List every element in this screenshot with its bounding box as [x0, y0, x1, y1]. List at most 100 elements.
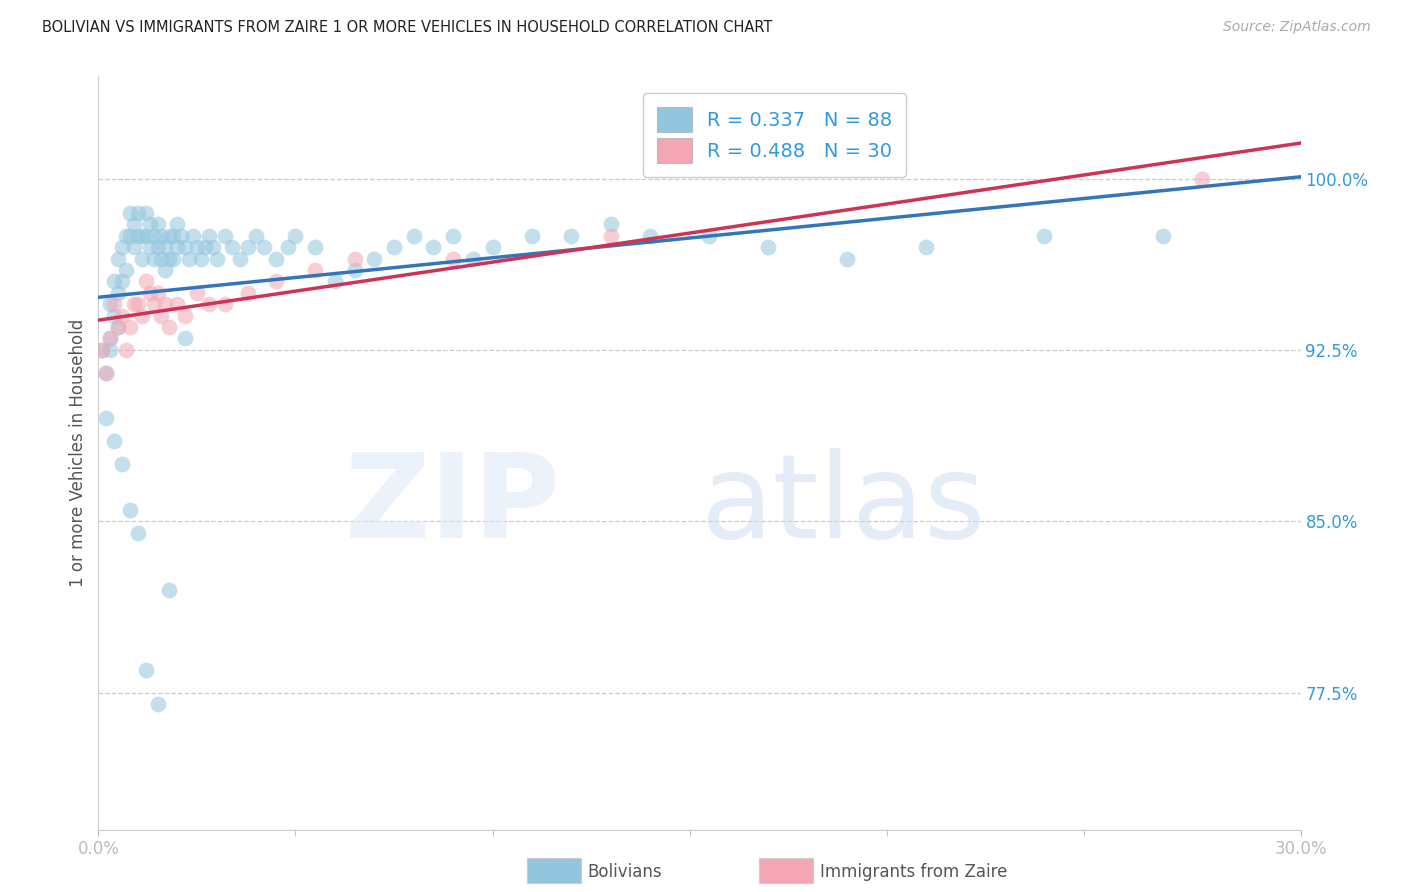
Point — [837, 252, 859, 266]
Point — [118, 503, 141, 517]
Point — [599, 217, 621, 231]
Point — [150, 228, 173, 243]
Point — [186, 240, 208, 254]
Point — [96, 366, 118, 380]
Point — [481, 240, 503, 254]
Point — [638, 228, 661, 243]
Point — [197, 228, 219, 243]
Point — [103, 434, 125, 449]
Point — [131, 309, 153, 323]
Point — [221, 240, 243, 254]
Point — [146, 217, 169, 231]
Point — [441, 252, 464, 266]
Text: Bolivians: Bolivians — [588, 863, 662, 881]
Point — [699, 228, 721, 243]
Point — [402, 228, 425, 243]
Point — [166, 297, 188, 311]
Point — [96, 411, 118, 425]
Text: atlas: atlas — [702, 448, 987, 563]
Point — [96, 366, 118, 380]
Legend: R = 0.337   N = 88, R = 0.488   N = 30: R = 0.337 N = 88, R = 0.488 N = 30 — [643, 93, 905, 178]
Text: Source: ZipAtlas.com: Source: ZipAtlas.com — [1223, 20, 1371, 34]
Point — [214, 297, 236, 311]
Point — [127, 206, 149, 220]
Point — [103, 297, 125, 311]
Point — [1152, 228, 1174, 243]
Point — [264, 252, 287, 266]
Point — [277, 240, 299, 254]
Point — [111, 274, 134, 288]
Point — [166, 240, 188, 254]
Point — [177, 252, 200, 266]
Point — [155, 297, 177, 311]
Point — [118, 320, 141, 334]
Point — [560, 228, 582, 243]
Point — [520, 228, 543, 243]
Point — [343, 263, 366, 277]
Point — [162, 228, 184, 243]
Point — [253, 240, 276, 254]
Point — [162, 252, 184, 266]
Point — [205, 252, 228, 266]
Text: BOLIVIAN VS IMMIGRANTS FROM ZAIRE 1 OR MORE VEHICLES IN HOUSEHOLD CORRELATION CH: BOLIVIAN VS IMMIGRANTS FROM ZAIRE 1 OR M… — [42, 20, 772, 35]
Point — [441, 228, 464, 243]
Point — [758, 240, 780, 254]
Text: ZIP: ZIP — [346, 448, 561, 563]
Point — [146, 240, 169, 254]
Point — [91, 343, 114, 357]
Point — [155, 263, 177, 277]
Point — [146, 697, 169, 711]
Point — [115, 343, 138, 357]
Point — [214, 228, 236, 243]
Point — [155, 240, 177, 254]
Point — [146, 285, 169, 300]
Point — [98, 343, 121, 357]
Point — [98, 297, 121, 311]
Point — [107, 320, 129, 334]
Point — [238, 285, 260, 300]
Point — [118, 228, 141, 243]
Point — [174, 309, 197, 323]
Point — [382, 240, 405, 254]
Point — [122, 240, 145, 254]
Point — [157, 582, 180, 597]
Point — [201, 240, 224, 254]
Point — [103, 309, 125, 323]
Point — [166, 217, 188, 231]
Point — [107, 320, 129, 334]
Point — [186, 285, 208, 300]
Point — [142, 297, 165, 311]
Point — [138, 217, 160, 231]
Point — [111, 240, 134, 254]
Point — [135, 228, 157, 243]
Point — [103, 274, 125, 288]
Point — [229, 252, 252, 266]
Point — [304, 263, 326, 277]
Point — [135, 274, 157, 288]
Point — [284, 228, 307, 243]
Point — [127, 297, 149, 311]
Point — [461, 252, 484, 266]
Point — [138, 285, 160, 300]
Point — [157, 228, 180, 243]
Point — [190, 252, 212, 266]
Point — [363, 252, 385, 266]
Text: Immigrants from Zaire: Immigrants from Zaire — [820, 863, 1007, 881]
Point — [264, 274, 287, 288]
Point — [131, 252, 153, 266]
Point — [150, 309, 173, 323]
Point — [157, 252, 180, 266]
Point — [1191, 171, 1213, 186]
Point — [157, 320, 180, 334]
Point — [98, 331, 121, 345]
Point — [194, 240, 217, 254]
Point — [422, 240, 444, 254]
Point — [181, 228, 204, 243]
Point — [245, 228, 267, 243]
Point — [91, 343, 114, 357]
Point — [111, 309, 134, 323]
Point — [107, 252, 129, 266]
Point — [135, 206, 157, 220]
Point — [131, 228, 153, 243]
Point — [343, 252, 366, 266]
